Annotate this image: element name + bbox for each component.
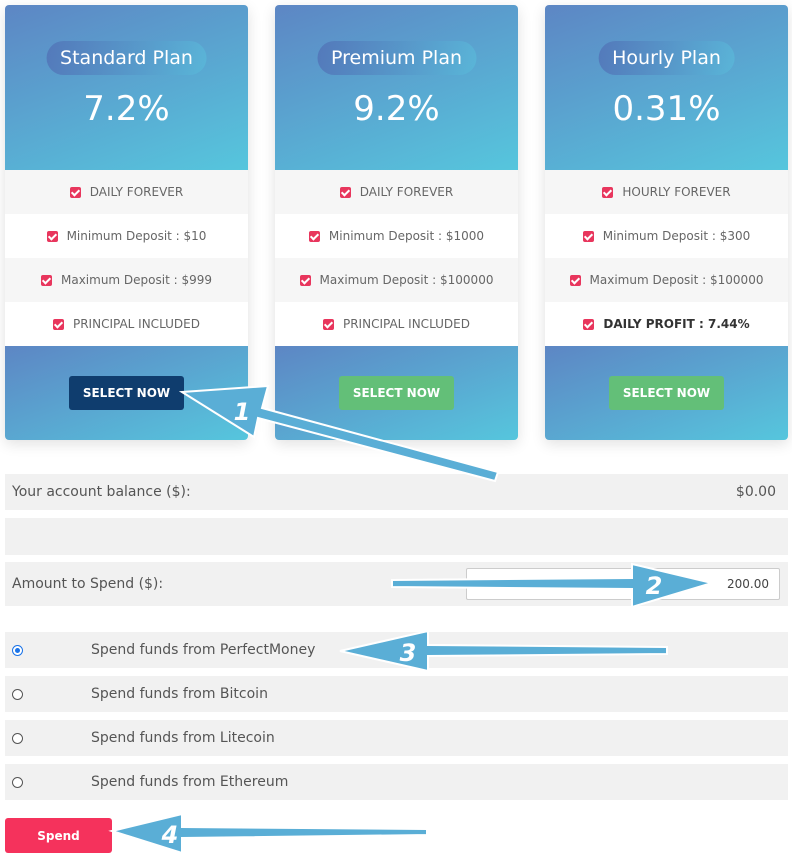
feature: PRINCIPAL INCLUDED [275,302,518,346]
checkbox-icon [308,230,320,242]
option-label: Spend funds from Ethereum [91,774,289,790]
option-label: Spend funds from Litecoin [91,730,275,746]
plan-name: Premium Plan [316,41,477,75]
feature: Minimum Deposit : $10 [5,214,248,258]
radio-button[interactable] [12,732,23,744]
select-button[interactable]: SELECT NOW [69,376,184,410]
balance-value: $0.00 [735,484,776,500]
plan-card: Hourly Plan 0.31% HOURLY FOREVER Minimum De… [545,5,788,440]
select-label: SELECT NOW [622,386,711,400]
checkbox-icon [339,186,351,198]
plan-name: Standard Plan [46,41,207,75]
feature: Maximum Deposit : $999 [5,258,248,302]
feature: Maximum Deposit : $100000 [545,258,788,302]
feature-text: Minimum Deposit : $10 [66,229,207,243]
checkbox-icon [583,318,595,330]
amount-label: Amount to Spend ($): [12,576,164,592]
spend-label: Spend [37,828,80,843]
plan-header: Hourly Plan 0.31% [545,5,788,170]
radio-button[interactable] [12,644,23,656]
plan-footer: SELECT NOW [5,346,248,440]
checkbox-icon [69,186,81,198]
balance-row: Your account balance ($): $0.00 [5,474,788,510]
feature: PRINCIPAL INCLUDED [5,302,248,346]
feature-text: DAILY PROFIT : 7.44% [603,317,750,331]
balance-label: Your account balance ($): [12,484,191,500]
amount-row: Amount to Spend ($): 200.00 [5,562,788,606]
checkbox-icon [582,230,594,242]
plan-rate: 7.2% [83,89,170,129]
feature: DAILY FOREVER [275,170,518,214]
arrow [108,812,428,855]
feature-text: Maximum Deposit : $100000 [319,273,494,287]
amount-input[interactable]: 200.00 [466,568,780,600]
spend-button[interactable]: Spend [5,818,112,853]
payment-option[interactable]: Spend funds from PerfectMoney [5,632,788,668]
feature: Minimum Deposit : $1000 [275,214,518,258]
annotation-number: 4 [161,821,179,849]
radio-button[interactable] [12,688,23,700]
option-label: Spend funds from PerfectMoney [91,642,316,658]
feature-text: PRINCIPAL INCLUDED [342,317,470,331]
feature-text: Minimum Deposit : $1000 [328,229,485,243]
select-button[interactable]: SELECT NOW [339,376,454,410]
select-button[interactable]: SELECT NOW [609,376,724,410]
feature-text: Maximum Deposit : $100000 [589,273,764,287]
payment-option[interactable]: Spend funds from Ethereum [5,764,788,800]
feature-text: Minimum Deposit : $300 [602,229,751,243]
option-label: Spend funds from Bitcoin [91,686,268,702]
feature-list: HOURLY FOREVER Minimum Deposit : $300 Maxi… [545,170,788,346]
plan-rate: 9.2% [353,89,440,129]
feature: Maximum Deposit : $100000 [275,258,518,302]
feature: DAILY PROFIT : 7.44% [545,302,788,346]
feature: HOURLY FOREVER [545,170,788,214]
plan-footer: SELECT NOW [275,346,518,440]
feature-text: HOURLY FOREVER [622,185,731,199]
select-label: SELECT NOW [82,386,171,400]
plan-rate: 0.31% [612,89,721,129]
feature-text: Maximum Deposit : $999 [60,273,213,287]
select-label: SELECT NOW [352,386,441,400]
checkbox-icon [569,274,581,286]
checkbox-icon [52,318,64,330]
payment-option[interactable]: Spend funds from Litecoin [5,720,788,756]
checkbox-icon [602,186,614,198]
plan-card: Premium Plan 9.2% DAILY FOREVER Minimum Dep… [275,5,518,440]
feature-list: DAILY FOREVER Minimum Deposit : $10 Maximu… [5,170,248,346]
checkbox-icon [40,274,52,286]
plan-footer: SELECT NOW [545,346,788,440]
checkbox-icon [46,230,58,242]
plan-header: Premium Plan 9.2% [275,5,518,170]
feature-text: DAILY FOREVER [89,185,184,199]
amount-value: 200.00 [727,577,769,591]
feature-list: DAILY FOREVER Minimum Deposit : $1000 Maxi… [275,170,518,346]
payment-option[interactable]: Spend funds from Bitcoin [5,676,788,712]
checkbox-icon [322,318,334,330]
radio-button[interactable] [12,776,23,788]
feature: DAILY FOREVER [5,170,248,214]
plan-card: Standard Plan 7.2% DAILY FOREVER Minimum De… [5,5,248,440]
feature-text: PRINCIPAL INCLUDED [72,317,200,331]
plan-header: Standard Plan 7.2% [5,5,248,170]
plan-name: Hourly Plan [598,41,735,75]
checkbox-icon [299,274,311,286]
empty-row [5,518,788,555]
feature-text: DAILY FOREVER [359,185,454,199]
feature: Minimum Deposit : $300 [545,214,788,258]
